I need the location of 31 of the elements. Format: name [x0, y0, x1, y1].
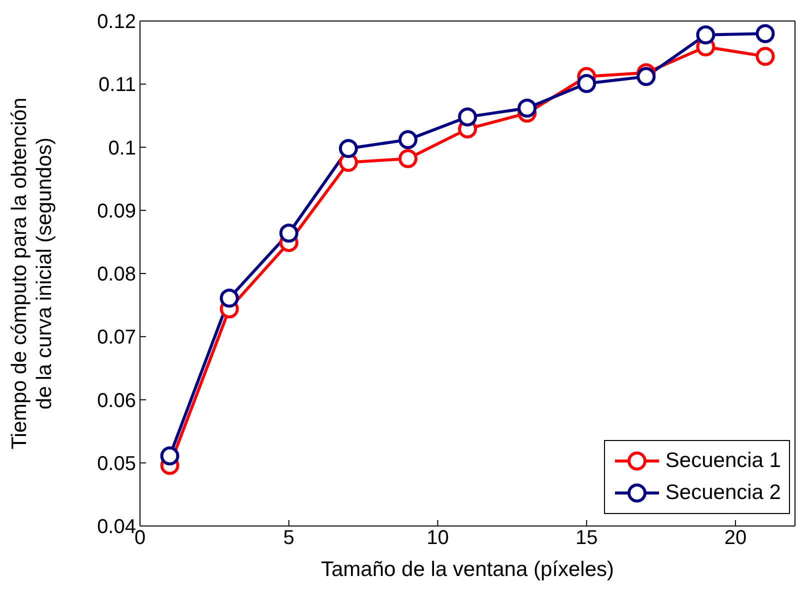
y-tick-label: 0.07 — [97, 326, 136, 349]
y-tick-label: 0.04 — [97, 516, 136, 538]
y-tick-label: 0.08 — [97, 264, 136, 286]
point — [756, 24, 775, 44]
point — [279, 224, 298, 243]
point — [458, 107, 477, 126]
legend-label: Secuencia 2 — [665, 481, 781, 505]
point — [338, 139, 358, 158]
legend-label: Secuencia 1 — [665, 449, 781, 473]
y-tick-label: 0.09 — [97, 200, 136, 222]
x-tick-label: 5 — [283, 527, 294, 550]
x-tick-label: 15 — [575, 527, 598, 550]
point — [518, 98, 537, 118]
x-axis-title: Tamaño de la ventana (píxeles) — [320, 558, 614, 581]
point — [696, 25, 716, 44]
x-tick-label: 20 — [724, 527, 747, 550]
point — [577, 74, 596, 93]
point — [636, 67, 656, 86]
y-tick-label: 0.05 — [97, 452, 136, 475]
y-tick-label: 0.12 — [97, 11, 136, 34]
y-axis-title: Tiempo de cómputo para la obtención de la curva inicial (segundos) — [8, 98, 56, 450]
x-tick-label: 10 — [426, 527, 449, 550]
y-tick-label: 0.11 — [98, 74, 136, 96]
point — [398, 130, 418, 150]
point — [220, 288, 239, 308]
x-tick-label: 0 — [134, 527, 146, 550]
point — [756, 46, 775, 66]
y-tick-label: 0.06 — [97, 390, 136, 412]
point — [160, 446, 180, 466]
y-tick-label: 0.1 — [108, 137, 136, 160]
point — [398, 149, 418, 168]
